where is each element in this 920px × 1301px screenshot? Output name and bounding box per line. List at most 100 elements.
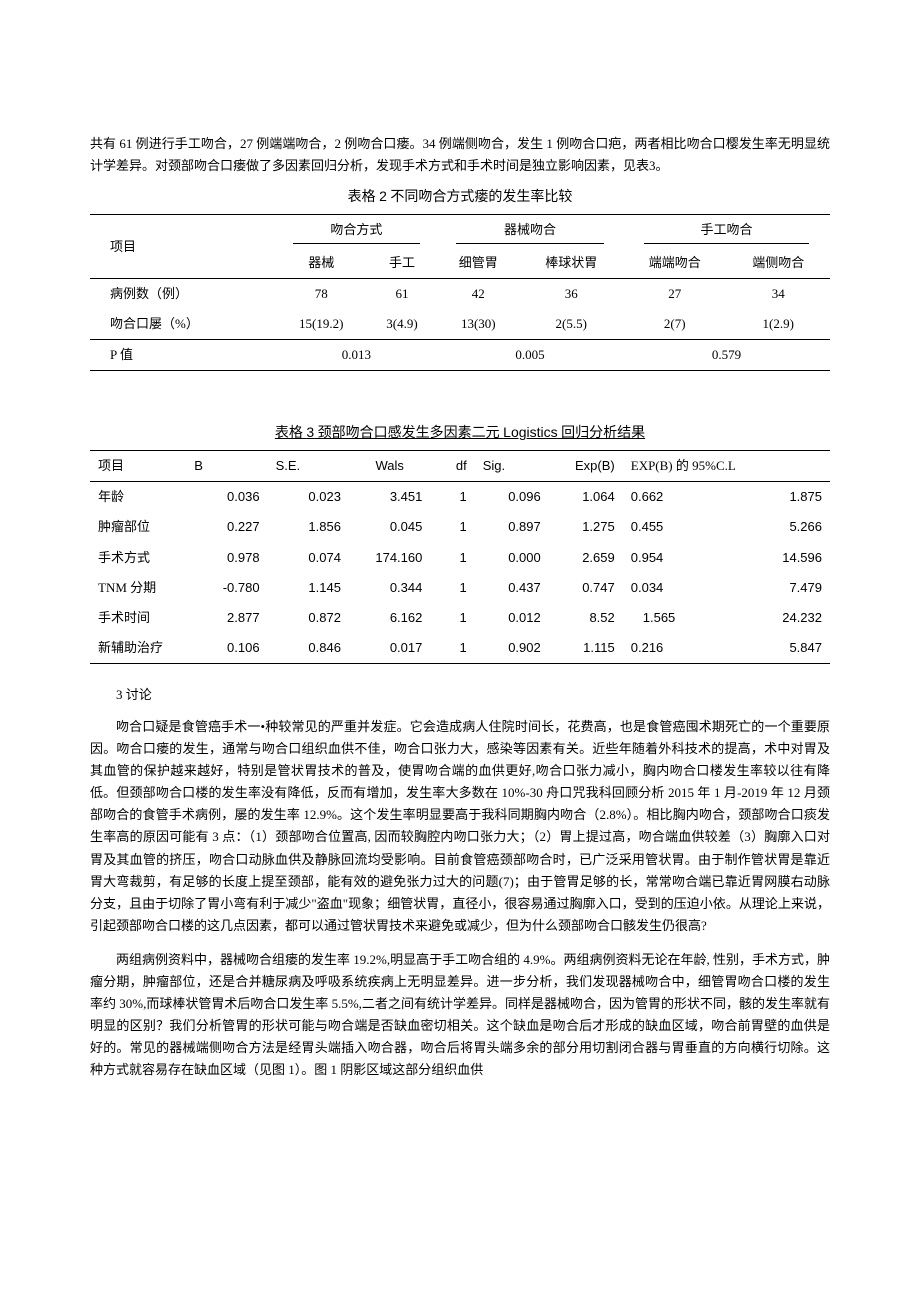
section-heading: 3 讨论: [90, 684, 830, 706]
t3-cell: 0.045: [349, 512, 430, 542]
t2-cell: 13(30): [437, 309, 519, 340]
t3-cell: 0.344: [349, 573, 430, 603]
rule-short: [644, 243, 810, 244]
t3-cell: 6.162: [349, 603, 430, 633]
t3-cell: 0.036: [186, 482, 267, 513]
t2-head-item: 项目: [90, 214, 276, 278]
t2-row3: P 值 0.013 0.005 0.579: [90, 340, 830, 371]
t3-h3: Wals: [349, 451, 430, 482]
t2-row2: 吻合口屡（%） 15(19.2) 3(4.9) 13(30) 2(5.5) 2(…: [90, 309, 830, 340]
t3-head-row: 项目 B S.E. Wals df Sig. Exp(B) EXP(B) 的 9…: [90, 451, 830, 482]
t2-cell: 0.013: [276, 340, 437, 371]
table3-title-post: 回归分析结果: [558, 426, 646, 441]
t2-head-c4: 棒球状胃: [520, 248, 623, 279]
t2-cell: 61: [367, 279, 437, 310]
t3-cell: 0.106: [186, 633, 267, 664]
t3-cell: 1: [430, 482, 474, 513]
t3-cell: 5.847: [697, 633, 830, 664]
t2-head-c6: 端侧吻合: [726, 248, 830, 279]
t2-r1-label: 病例数（例）: [90, 279, 276, 310]
t2-row1: 病例数（例） 78 61 42 36 27 34: [90, 279, 830, 310]
t3-cell: 1.275: [549, 512, 623, 542]
t2-head-g2: 器械吻合: [437, 214, 623, 248]
t3-cell: 1.856: [268, 512, 349, 542]
t3-cell: 3.451: [349, 482, 430, 513]
t3-row: 手术时间 2.877 0.872 6.162 1 0.012 8.52 1.56…: [90, 603, 830, 633]
table2: 项目 吻合方式 器械吻合 手工吻合 器械 手工 细管胃 棒球状胃 端端吻合 端侧…: [90, 214, 830, 371]
t3-cell: 1: [430, 603, 474, 633]
t3-cell: 1: [430, 543, 474, 573]
t2-head-g3: 手工吻合: [623, 214, 830, 248]
table2-title-pre: 表格: [348, 190, 380, 205]
table2-title: 表格 2 不同吻合方式瘘的发生率比较: [90, 185, 830, 210]
t3-h1: B: [186, 451, 267, 482]
t3-cell: 24.232: [697, 603, 830, 633]
t3-cell: 1.875: [697, 482, 830, 513]
t2-cell: 0.005: [437, 340, 623, 371]
t2-r3-label: P 值: [90, 340, 276, 371]
t3-h7: EXP(B) 的 95%C.L: [623, 451, 830, 482]
t3-label: 年龄: [90, 482, 186, 513]
t2-head-g2-text: 器械吻合: [443, 219, 617, 243]
t2-head-c5: 端端吻合: [623, 248, 726, 279]
t3-cell: 5.266: [697, 512, 830, 542]
t3-cell: 0.012: [475, 603, 549, 633]
t3-label: 手术时间: [90, 603, 186, 633]
t2-cell: 34: [726, 279, 830, 310]
t3-cell: 1: [430, 512, 474, 542]
t3-label: TNM 分期: [90, 573, 186, 603]
t3-cell: 1.565: [623, 603, 697, 633]
t2-cell: 1(2.9): [726, 309, 830, 340]
t2-r2-label: 吻合口屡（%）: [90, 309, 276, 340]
table2-title-post: 不同吻合方式瘘的发生率比较: [387, 190, 573, 205]
t2-cell: 42: [437, 279, 519, 310]
t3-row: 年龄 0.036 0.023 3.451 1 0.096 1.064 0.662…: [90, 482, 830, 513]
table3: 项目 B S.E. Wals df Sig. Exp(B) EXP(B) 的 9…: [90, 450, 830, 664]
t3-row: 手术方式 0.978 0.074 174.160 1 0.000 2.659 0…: [90, 543, 830, 573]
t2-cell: 2(5.5): [520, 309, 623, 340]
t2-cell: 27: [623, 279, 726, 310]
t2-cell: 2(7): [623, 309, 726, 340]
t3-cell: 0.747: [549, 573, 623, 603]
t3-cell: 0.954: [623, 543, 697, 573]
t3-cell: 0.872: [268, 603, 349, 633]
t3-h4: df: [430, 451, 474, 482]
t3-label: 肿瘤部位: [90, 512, 186, 542]
t3-cell: 0.437: [475, 573, 549, 603]
t3-cell: 1.064: [549, 482, 623, 513]
t3-cell: 1: [430, 573, 474, 603]
t3-cell: 0.662: [623, 482, 697, 513]
t2-head-c2: 手工: [367, 248, 437, 279]
t2-head-g1-text: 吻合方式: [282, 219, 431, 243]
intro-paragraph: 共有 61 例进行手工吻合，27 例端端吻合，2 例吻合口瘘。34 例端侧吻合，…: [90, 133, 830, 177]
t3-cell: 2.877: [186, 603, 267, 633]
t2-cell: 78: [276, 279, 367, 310]
t3-cell: -0.780: [186, 573, 267, 603]
t3-cell: 0.017: [349, 633, 430, 664]
t3-cell: 0.000: [475, 543, 549, 573]
t2-head-c1: 器械: [276, 248, 367, 279]
rule-short: [456, 243, 604, 244]
t3-cell: 1.145: [268, 573, 349, 603]
t3-label: 新辅助治疗: [90, 633, 186, 664]
t3-body: 年龄 0.036 0.023 3.451 1 0.096 1.064 0.662…: [90, 482, 830, 664]
t2-cell: 15(19.2): [276, 309, 367, 340]
table3-title-mid: 颈部吻合口感发生多因素二元: [314, 426, 503, 441]
t3-h2: S.E.: [268, 451, 349, 482]
table3-title-num: 3: [306, 424, 314, 440]
table2-title-num: 2: [379, 188, 387, 204]
t3-row: 新辅助治疗 0.106 0.846 0.017 1 0.902 1.115 0.…: [90, 633, 830, 664]
t3-cell: 14.596: [697, 543, 830, 573]
t3-h0: 项目: [90, 451, 186, 482]
discussion-para-2: 两组病例资料中，器械吻合组瘘的发生率 19.2%,明显高于手工吻合组的 4.9%…: [90, 949, 830, 1082]
discussion-para-1: 吻合口疑是食管癌手术一•种较常见的严重并发症。它会造成病人住院时间长，花费高，也…: [90, 716, 830, 937]
t3-cell: 8.52: [549, 603, 623, 633]
table3-title-log: Logistics: [503, 424, 557, 440]
t3-cell: 2.659: [549, 543, 623, 573]
t2-head-g1: 吻合方式: [276, 214, 437, 248]
t3-cell: 0.897: [475, 512, 549, 542]
t3-cell: 1: [430, 633, 474, 664]
t2-cell: 3(4.9): [367, 309, 437, 340]
t3-row: 肿瘤部位 0.227 1.856 0.045 1 0.897 1.275 0.4…: [90, 512, 830, 542]
t3-cell: 0.096: [475, 482, 549, 513]
